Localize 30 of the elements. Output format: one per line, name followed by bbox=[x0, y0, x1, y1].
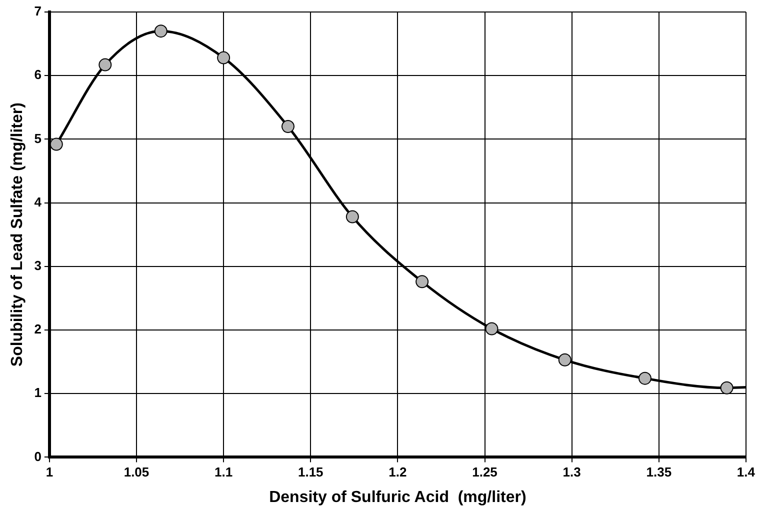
x-tick-label: 1.4 bbox=[736, 464, 756, 480]
point bbox=[720, 381, 734, 394]
y-tick-label: 6 bbox=[34, 67, 42, 82]
y-tick-label: 1 bbox=[34, 385, 42, 400]
point bbox=[98, 58, 112, 72]
y-tick-label: 4 bbox=[34, 194, 42, 210]
point bbox=[154, 24, 168, 38]
x-axis-title: Density of Sulfuric Acid (mg/liter) bbox=[269, 488, 526, 506]
y-tick-label: 7 bbox=[34, 4, 42, 19]
x-tick-label: 1.25 bbox=[472, 464, 498, 480]
y-axis-title: Solubility of Lead Sulfate (mg/liter) bbox=[9, 102, 26, 367]
x-tick-label: 1 bbox=[46, 464, 54, 480]
point bbox=[558, 353, 572, 366]
x-tick-label: 1.3 bbox=[562, 464, 581, 480]
x-tick-label: 1.35 bbox=[646, 464, 672, 480]
point bbox=[217, 51, 230, 64]
y-tick-label: 2 bbox=[34, 322, 42, 337]
x-tick-label: 1.2 bbox=[388, 464, 407, 480]
y-tick-label: 0 bbox=[34, 448, 42, 464]
point bbox=[416, 275, 429, 288]
y-tick-label: 3 bbox=[34, 258, 42, 273]
point bbox=[346, 210, 359, 224]
x-tick-label: 1.05 bbox=[124, 464, 150, 480]
y-tick-label: 5 bbox=[34, 130, 42, 146]
point bbox=[50, 138, 63, 151]
point bbox=[638, 372, 652, 385]
point bbox=[281, 120, 294, 133]
x-tick-label: 1.15 bbox=[298, 464, 324, 480]
point bbox=[485, 322, 498, 336]
x-tick-label: 1.1 bbox=[214, 464, 233, 480]
